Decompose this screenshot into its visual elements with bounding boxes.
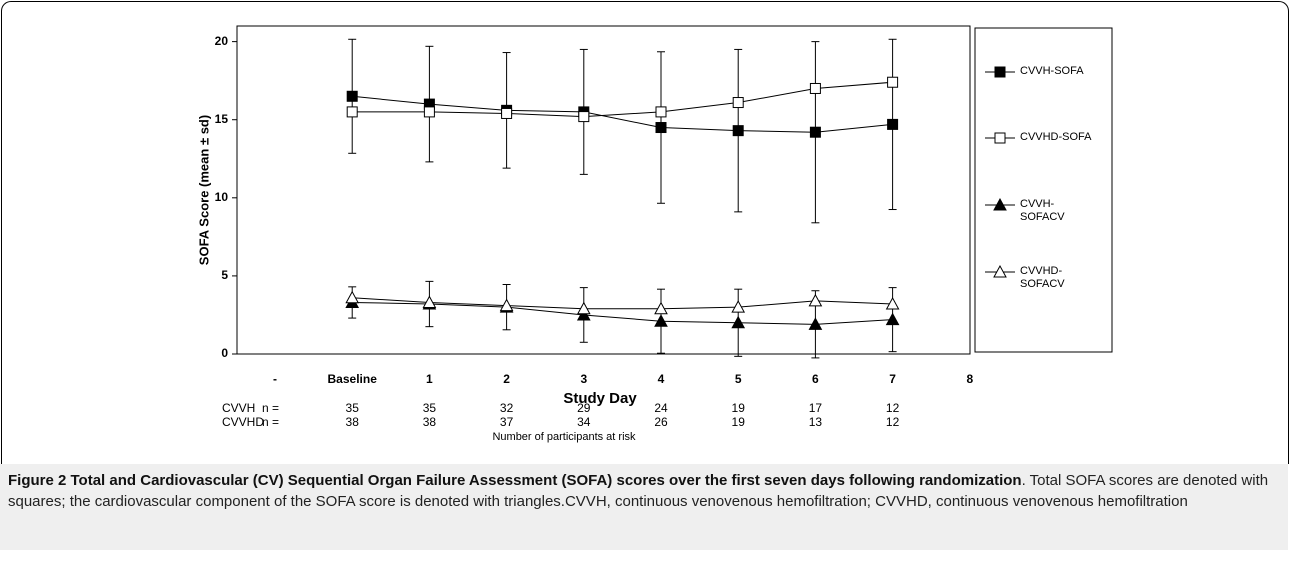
marker [576,301,591,315]
risk-count: 34 [577,415,591,429]
risk-count: 29 [577,401,591,415]
marker [655,122,667,134]
marker [578,111,590,123]
series-line [352,301,893,325]
risk-caption: Number of participants at risk [492,431,636,443]
marker [885,312,900,326]
risk-count: 35 [346,401,360,415]
risk-count: 38 [423,415,437,429]
legend-label: CVVHD-SOFACV [1020,265,1065,290]
x-tick-label: 5 [735,372,742,386]
marker [808,317,823,330]
risk-count: 26 [654,415,668,429]
marker [655,106,667,118]
marker [345,290,360,304]
figure-caption: Figure 2 Total and Cardiovascular (CV) S… [0,464,1288,550]
x-tick-label: 7 [889,372,896,386]
legend-marker [994,132,1006,144]
risk-label: n = [262,401,279,415]
caption-text: . Total SOFA scores are denoted with squ… [8,472,1269,510]
marker [731,300,746,313]
risk-count: 24 [654,401,668,415]
marker [887,76,899,88]
marker [809,126,821,138]
figure-frame [1,1,1289,464]
x-tick-label: 6 [812,372,819,386]
chart: SOFA Score (mean ± sd) Study Day Number … [196,25,1113,443]
marker [732,97,744,109]
legend-marker [993,264,1007,278]
risk-count: 38 [346,415,360,429]
risk-count: 32 [500,401,514,415]
marker [422,295,437,308]
marker [887,118,899,130]
marker [732,125,744,137]
x-tick-label: 1 [426,372,433,386]
y-tick-label: 15 [215,112,229,126]
legend-label: CVVHD-SOFA [1020,131,1092,143]
risk-count: 37 [500,415,514,429]
marker [576,307,591,321]
risk-count: 13 [809,415,823,429]
legend-label: CVVH-SOFACV [1020,198,1065,223]
x-tick-label: 8 [966,372,973,386]
marker [423,106,435,118]
marker [654,301,668,315]
risk-count: 35 [423,401,437,415]
series-line [352,297,893,310]
marker [499,298,514,312]
marker [654,314,668,327]
y-tick-label: 10 [215,190,229,204]
marker [346,106,358,118]
risk-count: 19 [732,415,746,429]
risk-count: 19 [732,401,746,415]
series-line [352,81,893,118]
legend-marker [993,197,1007,211]
series-line [352,95,893,133]
y-tick-label: 0 [221,346,228,360]
y-tick-label: 5 [221,268,228,282]
caption-title: Figure 2 Total and Cardiovascular (CV) S… [8,472,1022,489]
marker [501,107,513,119]
x-tick-label: 4 [658,372,665,386]
legend-marker [994,66,1006,78]
marker [885,296,900,310]
x-axis-label: Study Day [563,390,637,407]
risk-label: n = [262,415,279,429]
marker [346,90,358,102]
marker [731,315,746,329]
marker [809,82,821,94]
x-tick-label: Baseline [328,372,378,386]
risk-count: 17 [809,401,823,415]
marker [808,293,823,307]
plot-frame [236,25,971,355]
y-tick-label: 20 [215,34,229,48]
y-axis-label: SOFA Score (mean ± sd) [196,115,211,265]
legend-label: CVVH-SOFA [1020,65,1084,77]
legend-frame [974,27,1113,353]
x-tick-label: 3 [580,372,587,386]
x-tick-label: 2 [503,372,510,386]
x-tick-label: - [273,372,277,386]
risk-group: CVVHD [222,415,264,429]
risk-count: 12 [886,401,900,415]
risk-group: CVVH [222,401,255,415]
risk-count: 12 [886,415,900,429]
